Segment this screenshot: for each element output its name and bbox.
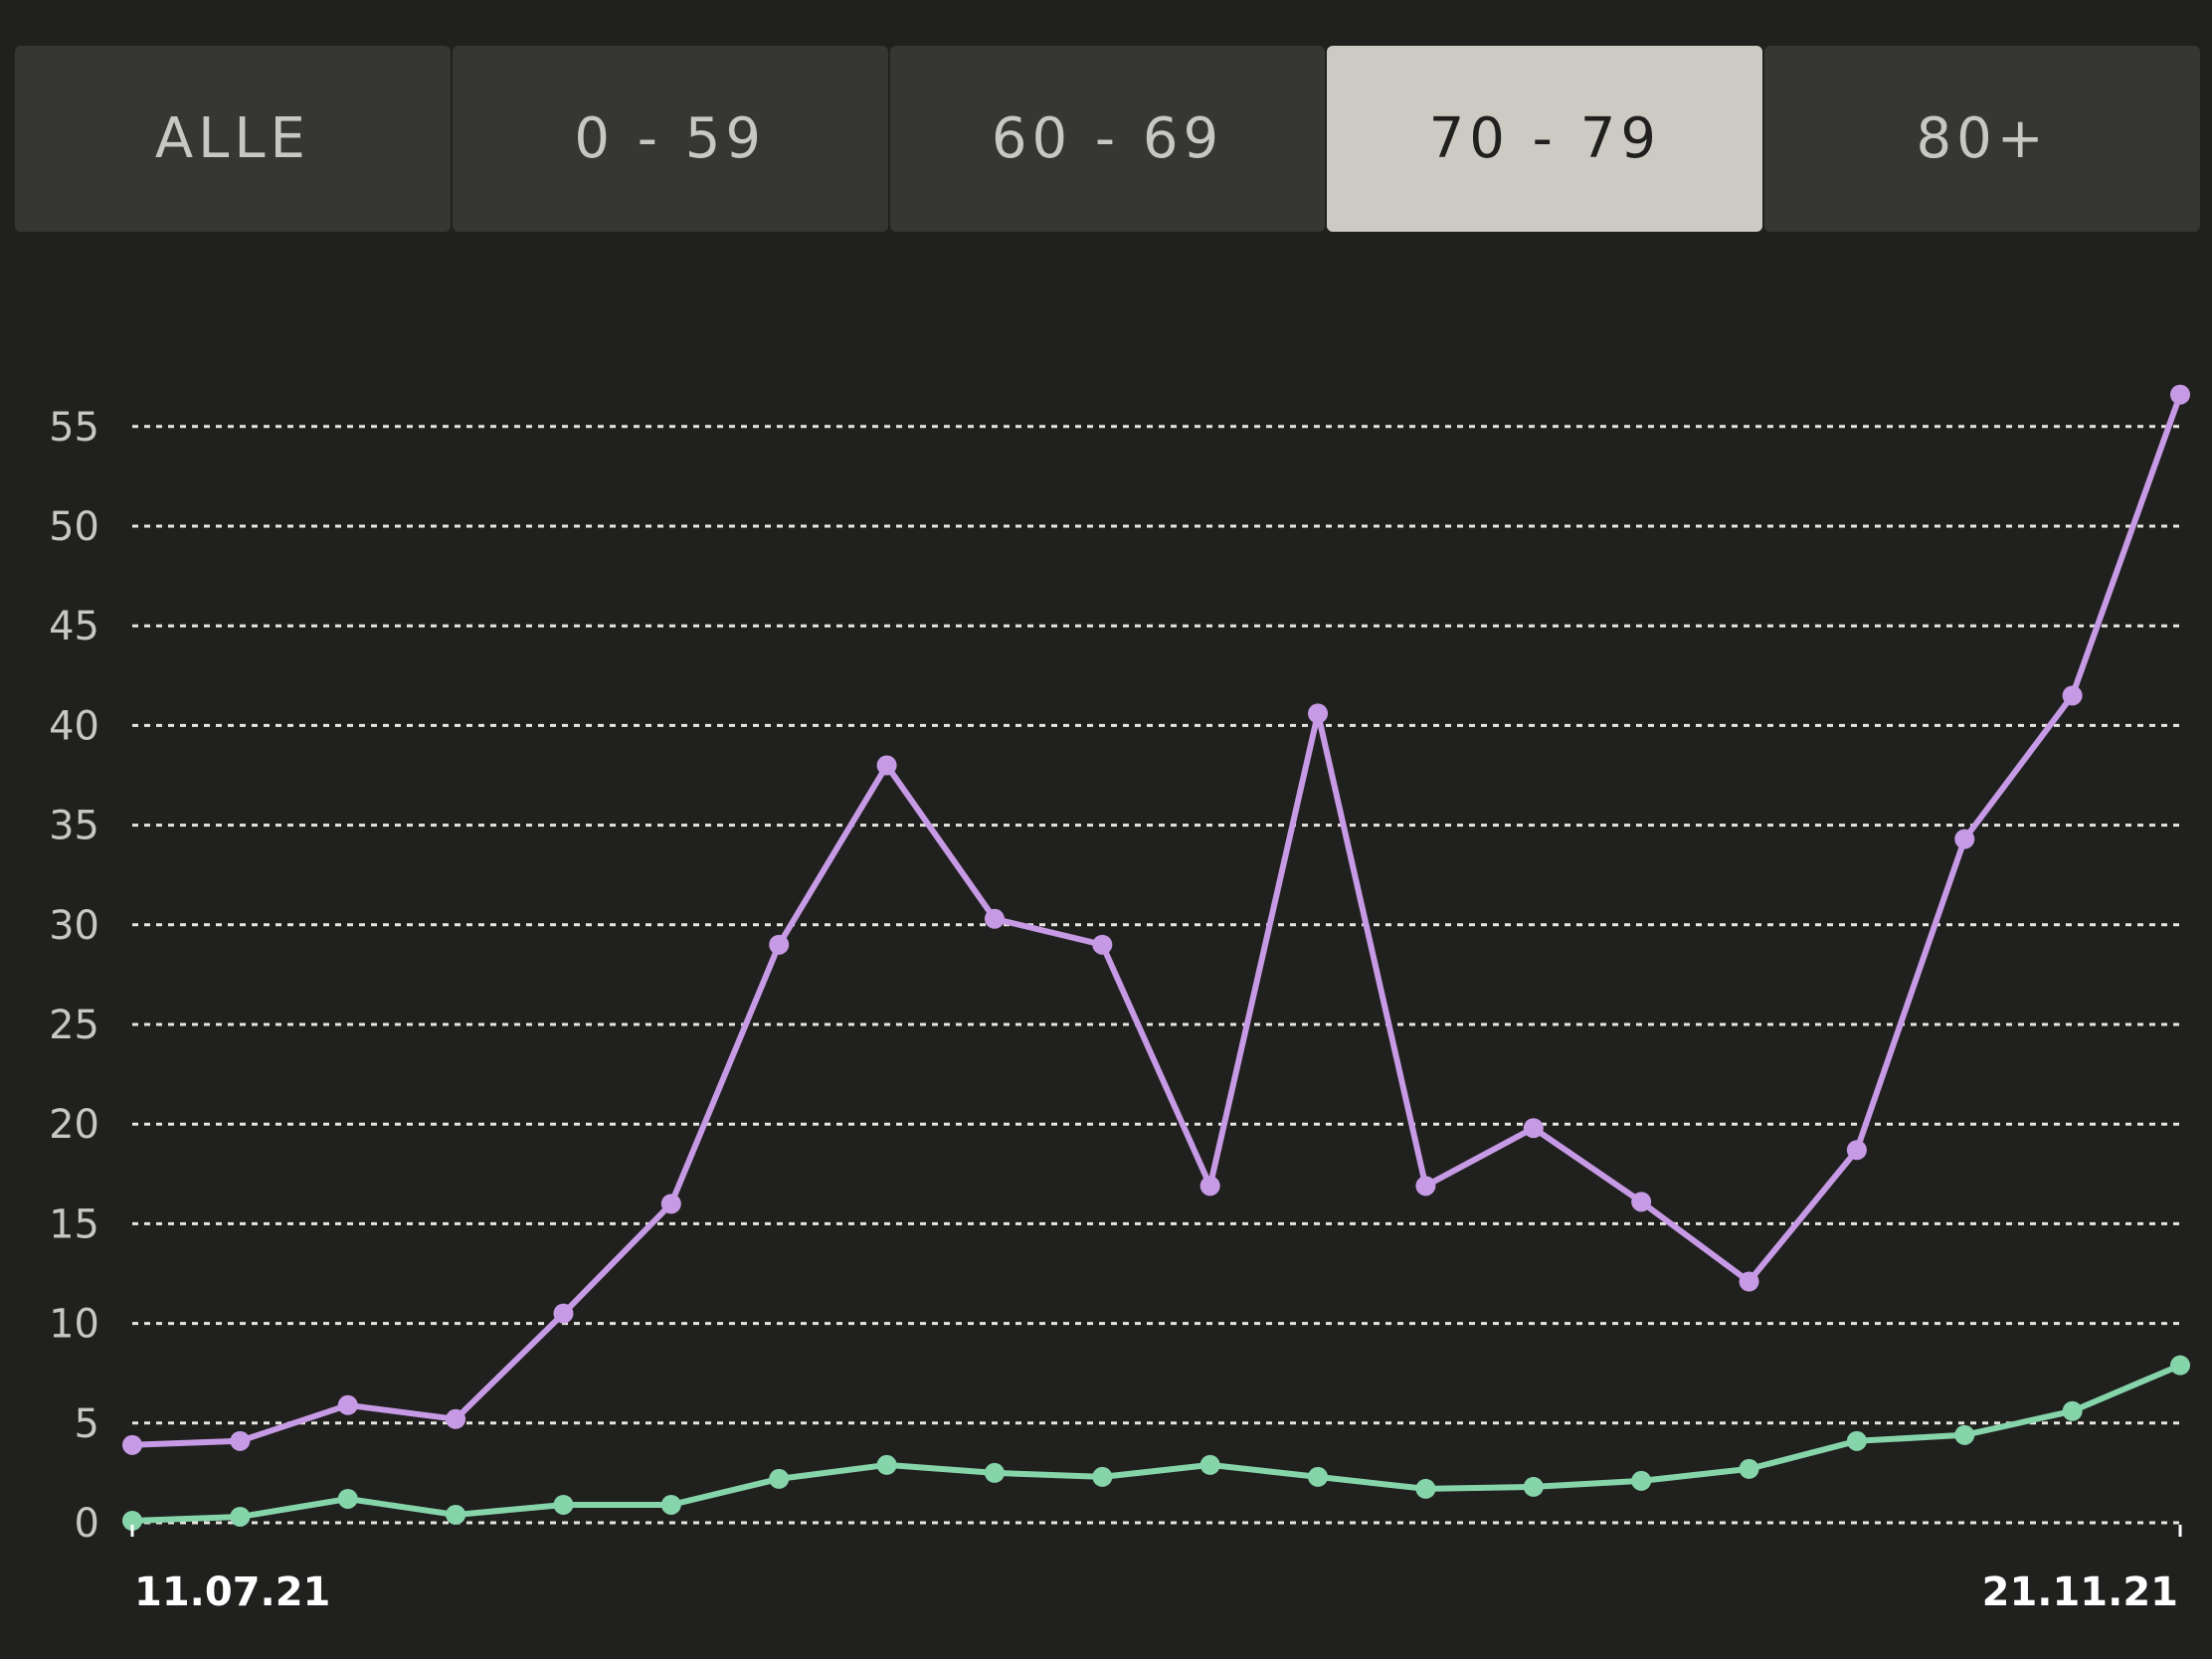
tab-60-69[interactable]: 60 - 69: [889, 46, 1326, 232]
data-point[interactable]: [1415, 1478, 1436, 1499]
x-end-label: 21.11.21: [1982, 1569, 2178, 1615]
data-point[interactable]: [769, 934, 790, 955]
series: [122, 384, 2190, 1531]
y-tick-label: 25: [49, 1003, 99, 1048]
data-point[interactable]: [876, 755, 897, 776]
data-point[interactable]: [2062, 1400, 2083, 1421]
data-point[interactable]: [1199, 1454, 1220, 1475]
data-point[interactable]: [337, 1394, 358, 1415]
data-point[interactable]: [2170, 384, 2190, 405]
data-point[interactable]: [337, 1488, 358, 1509]
data-point[interactable]: [553, 1494, 574, 1515]
data-point[interactable]: [660, 1494, 681, 1515]
grid: [132, 425, 2180, 1525]
data-point[interactable]: [122, 1434, 142, 1455]
data-point[interactable]: [769, 1468, 790, 1489]
y-tick-label: 50: [49, 504, 99, 550]
y-tick-label: 15: [49, 1201, 99, 1247]
data-point[interactable]: [1092, 1466, 1113, 1487]
tab-alle[interactable]: ALLE: [15, 46, 451, 232]
data-point[interactable]: [1092, 934, 1113, 955]
data-point[interactable]: [1631, 1470, 1652, 1491]
data-point[interactable]: [1739, 1458, 1759, 1479]
data-point[interactable]: [660, 1194, 681, 1214]
data-point[interactable]: [1523, 1118, 1544, 1139]
series-line: [131, 1362, 2182, 1524]
data-point[interactable]: [876, 1454, 897, 1475]
data-point[interactable]: [1199, 1176, 1220, 1197]
data-point[interactable]: [1308, 703, 1329, 724]
y-tick-label: 55: [49, 405, 99, 451]
series-0: [122, 384, 2190, 1455]
age-group-tabs: ALLE 0 - 59 60 - 69 70 - 79 80+: [15, 46, 2200, 232]
data-point[interactable]: [1523, 1476, 1544, 1497]
data-point[interactable]: [1846, 1140, 1867, 1161]
y-tick-label: 10: [49, 1302, 99, 1348]
data-point[interactable]: [984, 908, 1005, 929]
x-start-label: 11.07.21: [134, 1569, 330, 1615]
data-point[interactable]: [2170, 1355, 2190, 1376]
data-point[interactable]: [1846, 1430, 1867, 1451]
y-axis-ticks: 0 5 10 15 20 25 30 35 40 45 50 55: [49, 405, 99, 1547]
series-1: [122, 1355, 2190, 1531]
data-point[interactable]: [1954, 1424, 1975, 1445]
data-point[interactable]: [1308, 1466, 1329, 1487]
data-point[interactable]: [984, 1462, 1005, 1483]
data-point[interactable]: [1739, 1271, 1759, 1292]
series-line: [131, 393, 2183, 1448]
data-point[interactable]: [2062, 685, 2083, 706]
data-point[interactable]: [1954, 829, 1975, 849]
y-tick-label: 35: [49, 804, 99, 849]
y-tick-label: 20: [49, 1102, 99, 1148]
data-point[interactable]: [122, 1510, 142, 1531]
y-tick-label: 45: [49, 604, 99, 649]
data-point[interactable]: [1631, 1192, 1652, 1212]
data-point[interactable]: [230, 1430, 251, 1451]
data-point[interactable]: [553, 1303, 574, 1324]
y-tick-label: 5: [75, 1401, 99, 1447]
tab-80-plus[interactable]: 80+: [1764, 46, 2200, 232]
data-point[interactable]: [230, 1506, 251, 1527]
data-point[interactable]: [446, 1504, 466, 1525]
y-tick-label: 0: [75, 1501, 99, 1547]
y-tick-label: 40: [49, 703, 99, 749]
tab-70-79[interactable]: 70 - 79: [1327, 46, 1763, 232]
tab-0-59[interactable]: 0 - 59: [452, 46, 888, 232]
y-tick-label: 30: [49, 903, 99, 949]
x-axis: 11.07.21 21.11.21: [130, 1525, 2182, 1615]
data-point[interactable]: [1415, 1176, 1436, 1197]
data-point[interactable]: [446, 1408, 466, 1429]
